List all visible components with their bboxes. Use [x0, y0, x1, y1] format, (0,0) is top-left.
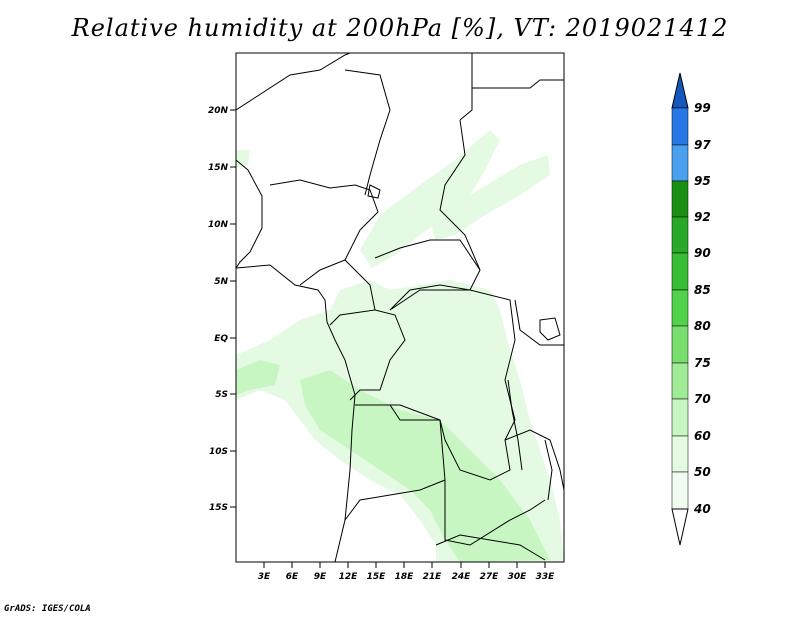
humidity-area-west-coast [236, 360, 280, 395]
lon-label-9e: 9E [314, 572, 327, 582]
lat-label-5n: 5N [214, 277, 228, 287]
colorbar-bottom-arrow [671, 508, 689, 546]
colorbar-top-arrow [671, 72, 689, 109]
colorbar-label-85: 85 [694, 283, 711, 297]
country-borders [236, 53, 564, 562]
lake-victoria [539, 317, 561, 341]
lon-label-15e: 15E [367, 572, 387, 582]
lake-malawi [544, 439, 553, 501]
colorbar-label-95: 95 [694, 174, 711, 188]
lake-tanganyika [507, 379, 523, 471]
colorbar-label-60: 60 [694, 429, 711, 443]
lon-label-24e: 24E [452, 572, 472, 582]
colorbar-seg-75 [671, 325, 689, 364]
colorbar-seg-70 [671, 362, 689, 400]
lat-label-15n: 15N [208, 163, 229, 173]
border-tanzania [504, 429, 564, 491]
colorbar-seg-50 [671, 435, 689, 473]
humidity-area-sahel [360, 130, 500, 268]
coastline-gulf-of-guinea [236, 264, 356, 562]
border-angola [344, 404, 446, 521]
lat-label-15s: 15S [209, 503, 228, 513]
colorbar: 99 97 95 92 90 85 80 75 70 60 50 40 [671, 72, 711, 546]
colorbar-label-40: 40 [693, 502, 711, 516]
lon-label-21e: 21E [423, 572, 443, 582]
humidity-area-east [430, 155, 550, 240]
border-car [374, 239, 481, 311]
colorbar-label-50: 50 [694, 465, 711, 479]
colorbar-seg-95 [671, 144, 689, 182]
border-east-africa [514, 299, 564, 346]
colorbar-seg-92 [671, 180, 689, 218]
lat-label-5s: 5S [215, 390, 228, 400]
lat-label-10n: 10N [208, 220, 229, 230]
humidity-fill-layer [236, 130, 564, 562]
colorbar-seg-97 [671, 107, 689, 146]
map-frame [235, 52, 565, 563]
colorbar-label-97: 97 [694, 138, 711, 152]
chart-title: Relative humidity at 200hPa [%], VT: 201… [71, 14, 729, 42]
lon-label-33e: 33E [536, 572, 556, 582]
coastline-west-africa [236, 159, 263, 269]
colorbar-seg-90 [671, 216, 689, 254]
lat-label-20n: 20N [208, 106, 229, 116]
colorbar-seg-85 [671, 252, 689, 291]
border-nigeria [269, 179, 379, 286]
longitude-axis: 3E 6E 9E 12E 15E 18E 21E 24E 27E 30E 33E [258, 562, 555, 582]
colorbar-label-90: 90 [694, 246, 711, 260]
border-drc [355, 289, 516, 481]
latitude-axis: 20N 15N 10N 5N EQ 5S 10S 15S [208, 106, 236, 513]
coast-arabia-north [471, 53, 564, 89]
lon-label-18e: 18E [395, 572, 415, 582]
lon-label-27e: 27E [480, 572, 500, 582]
lake-chad [367, 184, 381, 199]
colorbar-label-75: 75 [694, 356, 711, 370]
colorbar-seg-40 [671, 471, 689, 510]
humidity-area-inner [300, 370, 550, 562]
border-libya-egypt [459, 53, 473, 121]
border-south [435, 534, 546, 561]
colorbar-label-92: 92 [694, 210, 711, 224]
lon-label-12e: 12E [339, 572, 359, 582]
colorbar-label-80: 80 [694, 319, 711, 333]
colorbar-label-70: 70 [694, 392, 711, 406]
lon-label-3e: 3E [258, 572, 271, 582]
lon-label-30e: 30E [508, 572, 528, 582]
lon-label-6e: 6E [286, 572, 299, 582]
border-algeria-mali [236, 53, 351, 111]
border-zambia [444, 480, 546, 546]
border-chad-sudan [439, 119, 481, 271]
colorbar-seg-60 [671, 398, 689, 437]
lat-label-eq: EQ [214, 334, 228, 344]
grads-credit: GrADS: IGES/COLA [4, 604, 91, 614]
border-congo [349, 309, 406, 401]
colorbar-seg-80 [671, 289, 689, 327]
colorbar-label-99: 99 [694, 101, 711, 115]
border-niger-chad [344, 69, 391, 196]
lat-label-10s: 10S [209, 447, 228, 457]
